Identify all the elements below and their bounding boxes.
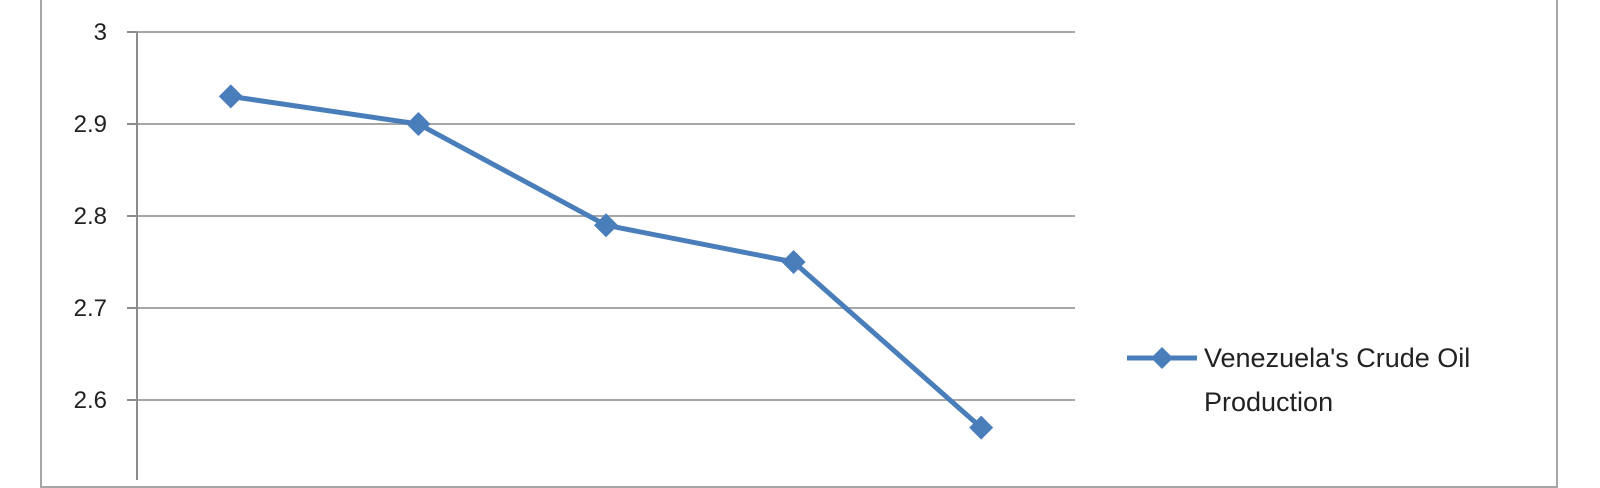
data-point-marker	[969, 415, 994, 440]
y-tick-label: 3	[94, 19, 107, 46]
legend-label: Production	[1204, 387, 1333, 417]
legend: Venezuela's Crude Oil Production	[1127, 343, 1470, 417]
series-line	[230, 93, 983, 430]
chart-frame	[40, 0, 1558, 488]
y-tick-label: 2.7	[74, 295, 107, 322]
data-point-marker	[781, 250, 806, 274]
legend-marker	[1151, 347, 1173, 369]
legend-label: Venezuela's Crude Oil	[1204, 343, 1470, 373]
series-layer	[218, 84, 994, 440]
y-tick-label: 2.8	[74, 203, 107, 230]
data-point-marker	[406, 112, 431, 136]
data-point-marker	[218, 84, 243, 109]
y-axis: 2.6 2.7 2.8 2.9 3	[74, 19, 138, 480]
y-tick-label: 2.6	[74, 387, 107, 414]
y-tick-label: 2.9	[74, 111, 107, 138]
data-point-marker	[594, 213, 618, 238]
